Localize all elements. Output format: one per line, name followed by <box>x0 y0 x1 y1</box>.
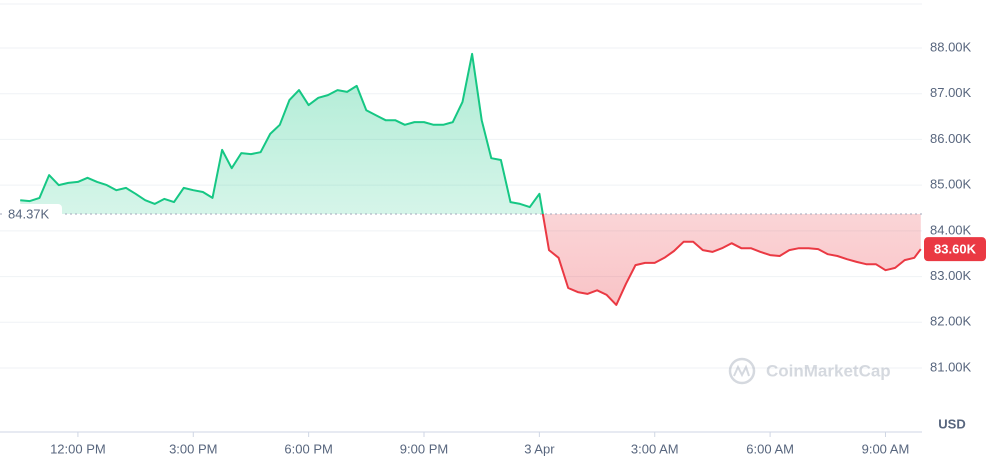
y-tick-label: 81.00K <box>930 359 972 374</box>
y-tick-label: 85.00K <box>930 177 972 192</box>
y-tick-label: 83.00K <box>930 268 972 283</box>
area-up <box>20 53 543 214</box>
price-line-down <box>541 213 922 306</box>
y-tick-label: 87.00K <box>930 85 972 100</box>
y-tick-label: 88.00K <box>930 39 972 54</box>
y-axis-label: USD <box>938 416 965 431</box>
x-tick-label: 3:00 AM <box>631 441 679 456</box>
x-tick-label: 9:00 PM <box>400 441 448 456</box>
watermark-text: CoinMarketCap <box>766 361 891 380</box>
baseline-label: 84.37K <box>8 206 50 221</box>
x-tick-label: 6:00 PM <box>284 441 332 456</box>
x-tick-label: 12:00 PM <box>50 441 106 456</box>
watermark: CoinMarketCap <box>728 357 891 385</box>
y-tick-label: 82.00K <box>930 314 972 329</box>
x-tick-label: 3:00 PM <box>169 441 217 456</box>
y-tick-label: 86.00K <box>930 131 972 146</box>
current-price-label: 83.60K <box>934 242 977 257</box>
area-down <box>20 213 921 305</box>
x-tick-label: 6:00 AM <box>746 441 794 456</box>
current-price-box <box>924 237 986 262</box>
baseline-label-box <box>2 203 62 224</box>
x-tick-label: 3 Apr <box>524 441 555 456</box>
x-tick-label: 9:00 AM <box>862 441 910 456</box>
price-line-up <box>20 52 544 214</box>
y-tick-label: 84.00K <box>930 222 972 237</box>
